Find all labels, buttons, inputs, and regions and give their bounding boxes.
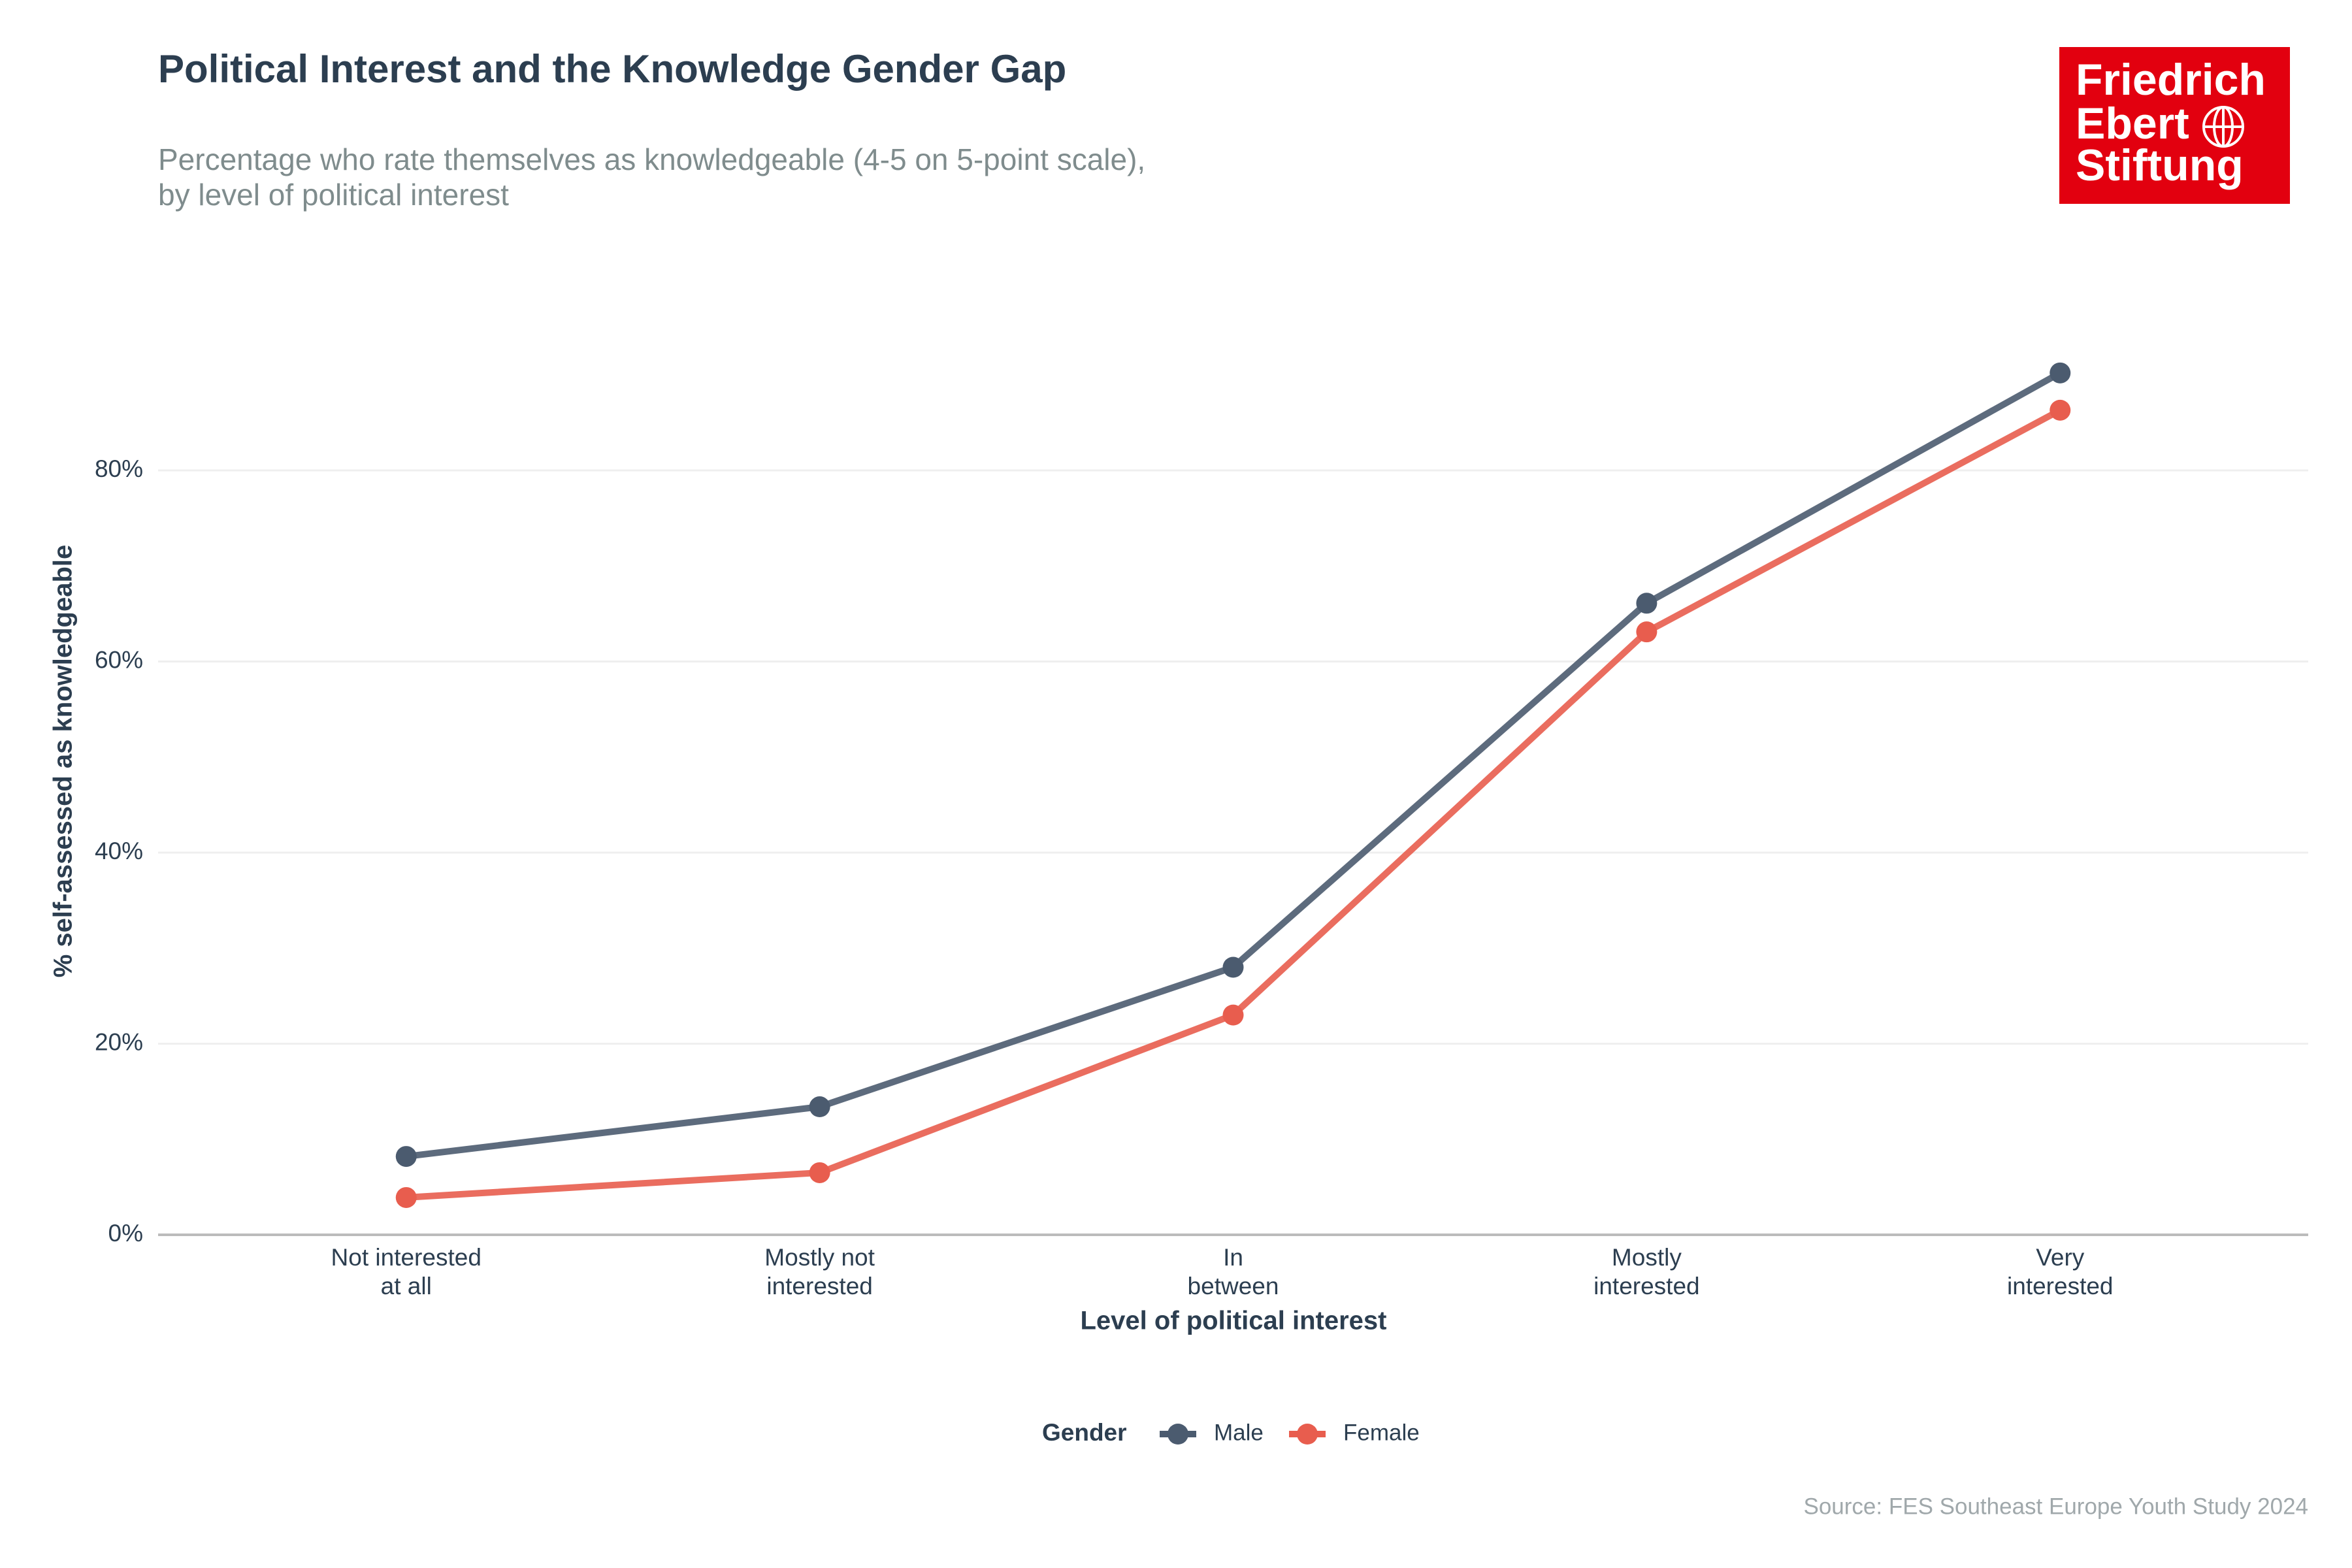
x-tick-label: Mostly not interested [764, 1244, 875, 1299]
chart-subtitle: by level of political interest [158, 178, 509, 212]
data-point [1222, 956, 1244, 978]
x-tick-label: Very interested [2007, 1244, 2114, 1299]
x-tick-label: Not interested at all [331, 1244, 482, 1299]
series-line [406, 370, 2062, 1160]
logo-text: Friedrich [2076, 55, 2266, 105]
logo-text: Ebert [2076, 99, 2189, 148]
y-tick-label: 40% [95, 838, 143, 864]
data-point [2050, 399, 2071, 421]
data-point [395, 1186, 417, 1208]
legend-key-point [1168, 1424, 1188, 1445]
x-axis-title: Level of political interest [1080, 1307, 1386, 1335]
legend-label: Male [1214, 1420, 1264, 1445]
legend-label: Female [1343, 1420, 1420, 1445]
data-point [395, 1146, 417, 1168]
y-tick-label: 0% [108, 1220, 143, 1247]
x-tick-label: In between [1188, 1244, 1279, 1299]
data-point [1222, 1004, 1244, 1026]
data-point [809, 1162, 830, 1183]
data-point [1636, 593, 1658, 614]
data-point [809, 1096, 830, 1118]
data-point [2050, 362, 2071, 384]
y-tick-label: 20% [95, 1028, 143, 1055]
chart-title: Political Interest and the Knowledge Gen… [158, 47, 1066, 91]
y-tick-label: 60% [95, 646, 143, 673]
y-tick-label: 80% [95, 455, 143, 482]
data-point [1636, 621, 1658, 643]
x-tick-label: Mostly interested [1593, 1244, 1700, 1299]
logo-globe [2202, 106, 2244, 148]
legend-title: Gender [1042, 1419, 1127, 1446]
logo-box [2059, 47, 2290, 204]
source-note: Source: FES Southeast Europe Youth Study… [1804, 1494, 2309, 1519]
series-line [406, 407, 2062, 1201]
logo-text: Stiftung [2076, 140, 2244, 190]
legend-key-point [1297, 1424, 1318, 1445]
y-axis-title: % self-assessed as knowledgeable [49, 545, 78, 978]
chart-subtitle: Percentage who rate themselves as knowle… [158, 142, 1145, 176]
